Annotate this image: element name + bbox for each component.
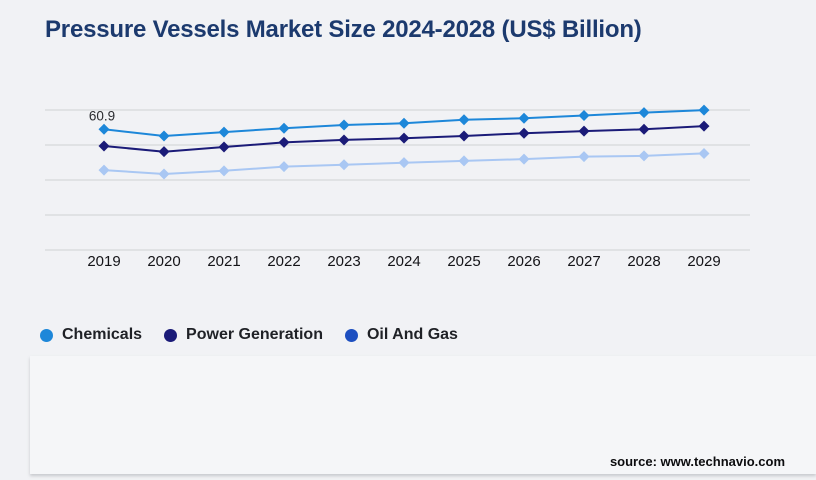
data-point-chemicals-2028 [638,107,650,119]
x-axis-label-2026: 2026 [507,253,541,270]
data-point-oil-and-gas-2024 [398,157,410,169]
legend-label: Power Generation [186,326,323,343]
legend-swatch-power-generation-icon [164,328,178,342]
data-point-oil-and-gas-2019 [98,164,110,176]
data-point-chemicals-2020 [158,130,170,142]
legend-item-power-generation: Power Generation [164,326,323,344]
legend-item-chemicals: Chemicals [40,326,142,344]
data-point-power-generation-2020 [158,146,170,158]
data-point-chemicals-2023 [338,119,350,131]
x-axis-label-2027: 2027 [567,253,601,270]
data-point-chemicals-2019 [98,123,110,135]
data-point-chemicals-2024 [398,117,410,129]
data-point-power-generation-2024 [398,132,410,144]
legend-label: Oil And Gas [366,326,458,343]
data-point-chemicals-2029 [698,104,710,116]
x-axis-label-2028: 2028 [627,253,661,270]
x-axis-label-2020: 2020 [147,253,181,270]
legend-swatch-oil-and-gas-icon [344,328,358,342]
data-point-chemicals-2025 [458,114,470,126]
data-point-oil-and-gas-2027 [578,151,590,163]
data-point-power-generation-2022 [278,136,290,148]
x-axis-label-2025: 2025 [447,253,481,270]
first-point-data-label: 60.9 [89,108,115,123]
chart-title: Pressure Vessels Market Size 2024-2028 (… [45,16,642,43]
legend-swatch-chemicals-icon [40,328,53,342]
x-axis: 2019 2020 2021 2022 2023 2024 2025 2026 2027 2028… [40,253,760,273]
data-point-power-generation-2027 [578,125,590,137]
data-point-oil-and-gas-2028 [638,150,650,162]
data-point-chemicals-2026 [518,112,530,124]
data-point-power-generation-2025 [458,130,470,142]
data-point-power-generation-2029 [698,120,710,132]
x-axis-label-2024: 2024 [387,253,421,270]
legend: Chemicals Power Generation Oil And Gas [40,323,458,347]
source-credit: source: www.technavio.com [609,454,785,469]
data-point-power-generation-2019 [98,140,110,152]
legend-item-oil-and-gas: Oil And Gas [344,326,458,344]
x-axis-label-2022: 2022 [267,253,301,270]
data-point-oil-and-gas-2025 [458,155,470,167]
data-point-oil-and-gas-2022 [278,161,290,173]
data-point-chemicals-2022 [278,122,290,134]
line-chart: 60.9 [40,95,760,260]
data-point-power-generation-2023 [338,134,350,146]
x-axis-label-2019: 2019 [87,253,121,270]
data-point-oil-and-gas-2021 [218,165,230,177]
x-axis-label-2023: 2023 [327,253,361,270]
data-point-oil-and-gas-2023 [338,159,350,171]
x-axis-label-2029: 2029 [687,253,721,270]
data-point-oil-and-gas-2020 [158,168,170,180]
data-point-chemicals-2021 [218,126,230,138]
line-chart-canvas: 60.9 [45,104,750,251]
data-point-power-generation-2021 [218,141,230,153]
legend-label: Chemicals [62,326,143,343]
data-point-oil-and-gas-2029 [698,147,710,159]
data-point-power-generation-2026 [518,127,530,139]
data-point-oil-and-gas-2026 [518,153,530,165]
data-point-chemicals-2027 [578,109,590,121]
data-point-power-generation-2028 [638,123,650,135]
x-axis-label-2021: 2021 [207,253,241,270]
background-panel [30,356,816,474]
